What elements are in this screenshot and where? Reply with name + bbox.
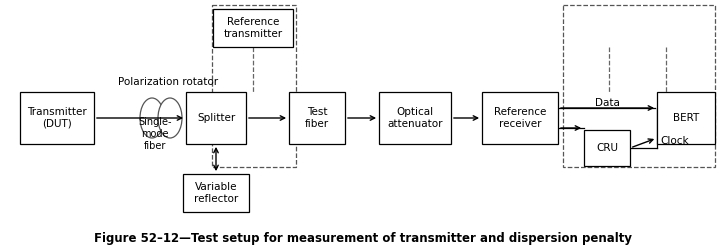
Text: Single-
mode
fiber: Single- mode fiber (138, 117, 172, 151)
Bar (20, 92, 94, 144)
Text: Polarization rotator: Polarization rotator (118, 77, 218, 87)
Bar (563, 5, 715, 167)
Text: Splitter: Splitter (197, 113, 235, 123)
Bar (657, 92, 715, 144)
Bar (183, 174, 249, 212)
Ellipse shape (140, 98, 164, 138)
Text: Reference
receiver: Reference receiver (494, 107, 546, 129)
Text: Data: Data (595, 98, 620, 108)
Text: Transmitter
(DUT): Transmitter (DUT) (27, 107, 87, 129)
Text: Test
fiber: Test fiber (305, 107, 329, 129)
Bar (186, 92, 246, 144)
Text: BERT: BERT (673, 113, 699, 123)
Bar (482, 92, 558, 144)
Bar (289, 92, 345, 144)
Text: Reference
transmitter: Reference transmitter (223, 17, 283, 39)
Text: CRU: CRU (596, 143, 618, 153)
Bar (213, 9, 293, 47)
Bar (379, 92, 451, 144)
Text: Clock: Clock (660, 136, 688, 146)
Bar (584, 130, 630, 166)
Ellipse shape (158, 98, 182, 138)
Text: Figure 52–12—Test setup for measurement of transmitter and dispersion penalty: Figure 52–12—Test setup for measurement … (95, 232, 632, 245)
Bar (212, 5, 296, 167)
Text: Variable
reflector: Variable reflector (194, 182, 238, 204)
Text: Optical
attenuator: Optical attenuator (387, 107, 443, 129)
